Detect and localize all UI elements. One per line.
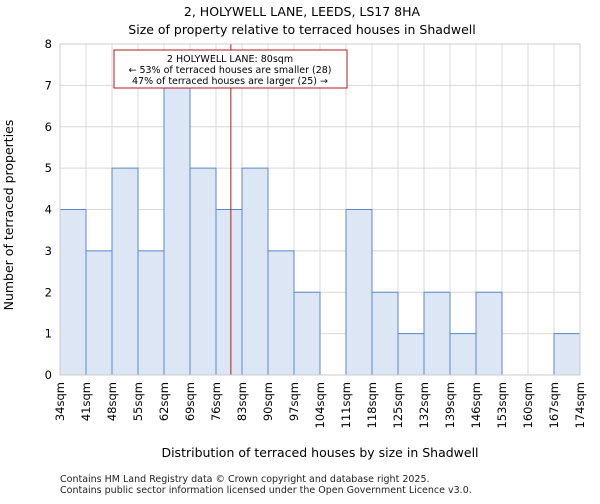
y-tick-label: 4 (45, 203, 52, 217)
x-tick-label: 97sqm (287, 382, 301, 421)
y-tick-label: 2 (45, 285, 52, 299)
histogram-bar (293, 291, 321, 376)
x-tick-label: 34sqm (53, 382, 67, 421)
histogram-bar (345, 209, 373, 376)
x-tick-label: 48sqm (105, 382, 119, 421)
y-tick-label: 7 (45, 78, 52, 92)
histogram-bar (423, 291, 451, 376)
x-tick-label: 153sqm (495, 382, 509, 428)
annotation-box: 2 HOLYWELL LANE: 80sqm ← 53% of terraced… (113, 49, 348, 89)
x-tick-labels: 34sqm 41sqm 48sqm 55sqm 62sqm 69sqm 76sqm 83sqm… (53, 382, 587, 428)
x-tick-label: 139sqm (443, 382, 457, 428)
x-tick-label: 132sqm (417, 382, 431, 428)
annotation-title: 2 HOLYWELL LANE: 80sqm (167, 54, 293, 65)
chart-title: 2, HOLYWELL LANE, LEEDS, LS17 8HA (184, 4, 421, 19)
y-tick-label: 8 (45, 37, 52, 51)
histogram-bar (371, 291, 399, 376)
annotation-frame (113, 49, 348, 89)
histogram-bar (267, 250, 295, 376)
annotation-larger: 47% of terraced houses are larger (25) → (132, 76, 328, 87)
x-tick-label: 41sqm (79, 382, 93, 421)
histogram-bar (241, 167, 269, 376)
x-tick-label: 104sqm (313, 382, 327, 428)
histogram-bar (189, 167, 217, 376)
x-tick-label: 118sqm (365, 382, 379, 428)
histogram-bar (111, 167, 139, 376)
x-tick-label: 167sqm (547, 382, 561, 428)
x-tick-label: 146sqm (469, 382, 483, 428)
x-tick-label: 160sqm (521, 382, 535, 428)
x-tick-label: 90sqm (261, 382, 275, 421)
y-tick-label: 1 (45, 327, 52, 341)
y-axis-label: Number of terraced properties (1, 120, 16, 311)
histogram-bar (137, 250, 165, 376)
x-tick-label: 125sqm (391, 382, 405, 428)
x-tick-label: 62sqm (157, 382, 171, 421)
x-tick-label: 55sqm (131, 382, 145, 421)
histogram-bar (163, 84, 191, 376)
y-tick-label: 5 (45, 161, 52, 175)
footer-licence: Contains public sector information licen… (60, 485, 472, 496)
histogram-bar (59, 209, 87, 376)
x-tick-label: 83sqm (235, 382, 249, 421)
chart-subtitle: Size of property relative to terraced ho… (128, 22, 475, 37)
histogram-bar (215, 209, 243, 376)
x-tick-label: 69sqm (183, 382, 197, 421)
histogram-bar (553, 333, 581, 376)
y-tick-label: 3 (45, 244, 52, 258)
histogram-bar (85, 250, 113, 376)
footer-copyright: Contains HM Land Registry data © Crown c… (60, 474, 430, 485)
y-tick-labels: 0 1 2 3 4 5 6 7 8 (45, 37, 52, 382)
histogram-bar (475, 291, 503, 376)
y-tick-label: 6 (45, 120, 52, 134)
x-tick-label: 111sqm (339, 382, 353, 428)
bars (59, 84, 581, 376)
x-axis-label: Distribution of terraced houses by size … (161, 445, 478, 460)
x-tick-label: 174sqm (573, 382, 587, 428)
x-tick-label: 76sqm (209, 382, 223, 421)
histogram-bar (397, 333, 425, 376)
histogram-bar (449, 333, 477, 376)
plot-frame (59, 43, 581, 376)
annotation-smaller: ← 53% of terraced houses are smaller (28… (128, 65, 331, 76)
y-tick-label: 0 (45, 368, 52, 382)
